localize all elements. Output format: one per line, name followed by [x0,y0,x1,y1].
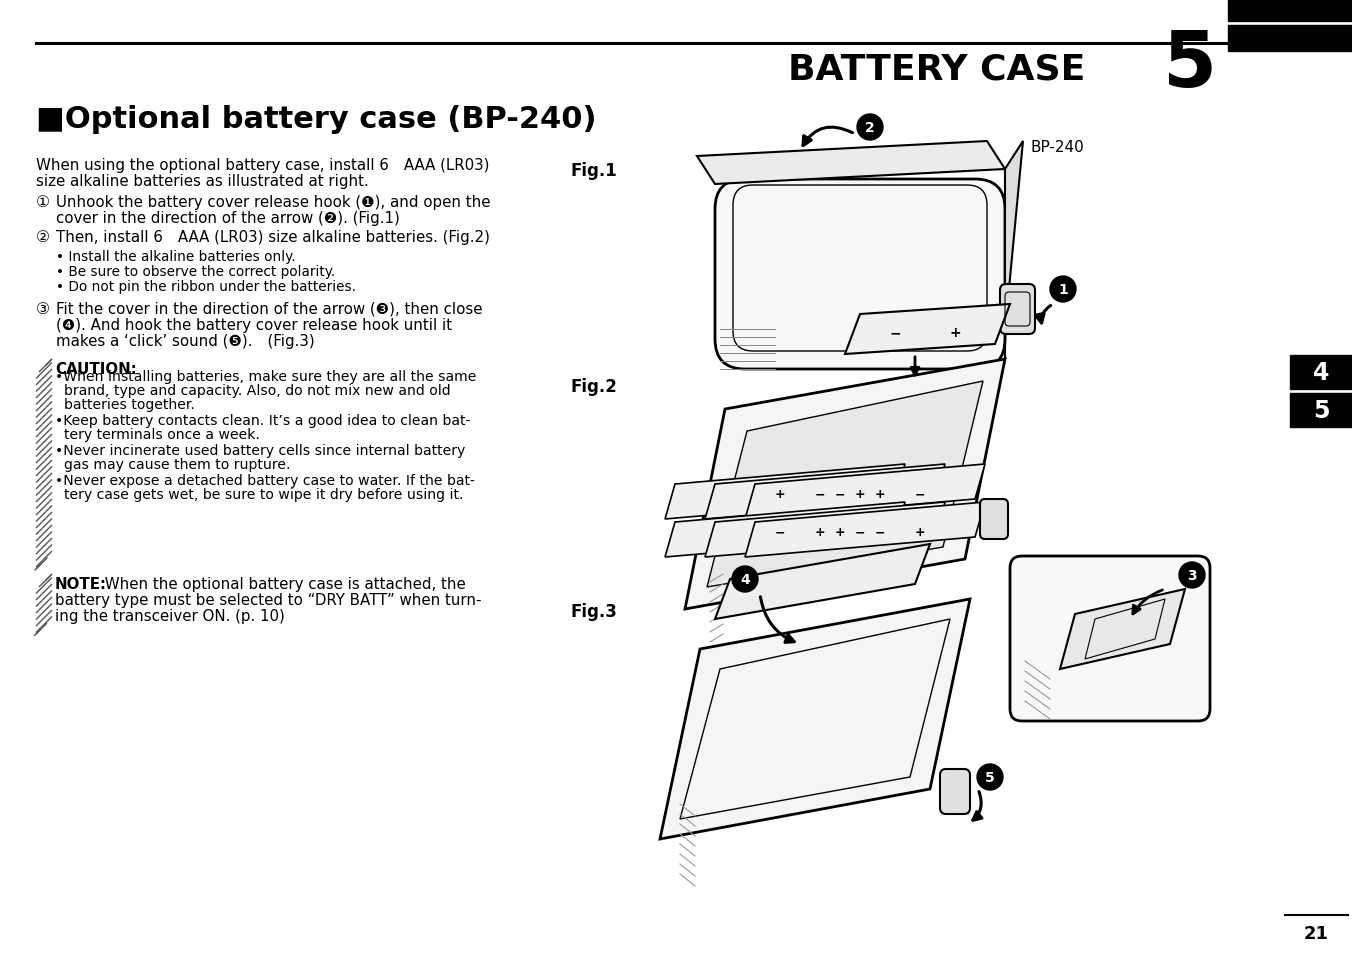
Bar [1228,26,1352,52]
Text: 3: 3 [1187,568,1197,582]
Text: Fig.3: Fig.3 [571,602,617,620]
Circle shape [1179,562,1205,588]
Text: 5: 5 [1313,398,1329,422]
FancyBboxPatch shape [1000,285,1036,335]
Text: tery terminals once a week.: tery terminals once a week. [55,428,260,441]
Polygon shape [1060,589,1184,669]
Text: Unhook the battery cover release hook (❶), and open the: Unhook the battery cover release hook (❶… [55,194,491,210]
Text: −: − [915,488,925,501]
Text: ③: ③ [37,302,50,316]
Text: ②: ② [37,230,50,245]
Text: 5: 5 [1163,27,1217,103]
Text: Fig.1: Fig.1 [571,162,617,180]
Polygon shape [707,381,983,587]
Text: When the optional battery case is attached, the: When the optional battery case is attach… [100,577,465,592]
Text: Then, install 6 AAA (LR03) size alkaline batteries. (Fig.2): Then, install 6 AAA (LR03) size alkaline… [55,230,489,245]
Text: •Keep battery contacts clean. It’s a good idea to clean bat-: •Keep battery contacts clean. It’s a goo… [55,414,470,428]
Circle shape [977,764,1003,790]
Text: •Never expose a detached battery case to water. If the bat-: •Never expose a detached battery case to… [55,474,475,488]
Text: size alkaline batteries as illustrated at right.: size alkaline batteries as illustrated a… [37,173,369,189]
Polygon shape [665,502,904,558]
FancyBboxPatch shape [715,180,1005,370]
Text: 4: 4 [740,573,750,586]
Polygon shape [715,544,930,619]
Text: Fig.2: Fig.2 [571,377,617,395]
Text: +: + [815,526,825,539]
Text: • Install the alkaline batteries only.: • Install the alkaline batteries only. [55,250,296,264]
FancyBboxPatch shape [980,499,1009,539]
Text: brand, type and capacity. Also, do not mix new and old: brand, type and capacity. Also, do not m… [55,384,450,397]
Text: •Never incinerate used battery cells since internal battery: •Never incinerate used battery cells sin… [55,443,465,457]
Text: −: − [875,526,886,539]
Text: +: + [775,488,786,501]
Bar [1228,0,1352,22]
Text: +: + [875,488,886,501]
Text: 5: 5 [986,770,995,784]
Text: −: − [775,526,786,539]
Text: BATTERY CASE: BATTERY CASE [788,53,1086,87]
Text: CAUTION:: CAUTION: [55,361,137,376]
FancyBboxPatch shape [1010,557,1210,721]
Text: tery case gets wet, be sure to wipe it dry before using it.: tery case gets wet, be sure to wipe it d… [55,488,464,501]
Text: −: − [854,526,865,539]
Text: +: + [834,526,845,539]
Text: −: − [834,488,845,501]
Text: gas may cause them to rupture.: gas may cause them to rupture. [55,457,291,472]
Text: 1: 1 [1059,283,1068,296]
Text: +: + [854,488,865,501]
Text: 2: 2 [865,121,875,135]
Bar [1290,394,1352,428]
Text: ■Optional battery case (BP-240): ■Optional battery case (BP-240) [37,106,596,134]
Polygon shape [745,464,986,519]
Text: 21: 21 [1303,924,1329,942]
Circle shape [1051,276,1076,303]
Text: batteries together.: batteries together. [55,397,195,412]
Text: (❹). And hook the battery cover release hook until it: (❹). And hook the battery cover release … [55,317,452,333]
Polygon shape [845,305,1010,355]
Text: Fit the cover in the direction of the arrow (❸), then close: Fit the cover in the direction of the ar… [55,302,483,316]
Text: •When installing batteries, make sure they are all the same: •When installing batteries, make sure th… [55,370,476,384]
Text: • Do not pin the ribbon under the batteries.: • Do not pin the ribbon under the batter… [55,280,356,294]
Polygon shape [665,464,904,519]
Text: ing the transceiver ON. (p. 10): ing the transceiver ON. (p. 10) [55,608,285,623]
Text: −: − [890,326,900,339]
Text: When using the optional battery case, install 6 AAA (LR03): When using the optional battery case, in… [37,158,489,172]
Text: +: + [915,526,925,539]
Polygon shape [745,502,986,558]
Text: 4: 4 [1313,360,1329,385]
Polygon shape [660,599,969,840]
Polygon shape [698,142,1005,185]
Text: battery type must be selected to “DRY BATT” when turn-: battery type must be selected to “DRY BA… [55,593,481,607]
FancyBboxPatch shape [940,769,969,814]
Polygon shape [685,359,1005,609]
Circle shape [857,115,883,141]
Polygon shape [1005,142,1023,359]
Text: ①: ① [37,194,50,210]
Polygon shape [704,502,945,558]
Text: makes a ‘click’ sound (❺). (Fig.3): makes a ‘click’ sound (❺). (Fig.3) [55,334,315,349]
Text: cover in the direction of the arrow (❷). (Fig.1): cover in the direction of the arrow (❷).… [55,211,400,226]
Circle shape [731,566,758,593]
Polygon shape [704,464,945,519]
Text: NOTE:: NOTE: [55,577,107,592]
Text: BP-240: BP-240 [1030,140,1084,155]
Bar [1290,355,1352,390]
Text: −: − [815,488,825,501]
Text: +: + [949,326,961,339]
Text: • Be sure to observe the correct polarity.: • Be sure to observe the correct polarit… [55,265,335,278]
